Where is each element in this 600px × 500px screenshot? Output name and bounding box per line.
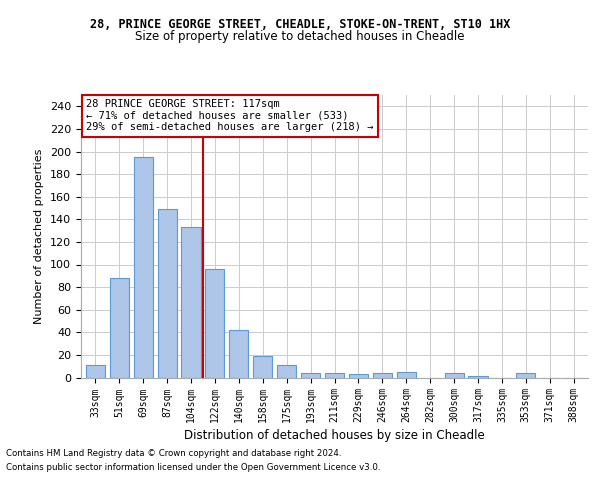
- Bar: [301, 373, 320, 378]
- Bar: [158, 209, 176, 378]
- Bar: [325, 373, 344, 378]
- Bar: [277, 365, 296, 378]
- Text: Contains public sector information licensed under the Open Government Licence v3: Contains public sector information licen…: [6, 464, 380, 472]
- Text: Size of property relative to detached houses in Cheadle: Size of property relative to detached ho…: [135, 30, 465, 43]
- Bar: [110, 278, 129, 378]
- Bar: [445, 373, 464, 378]
- Bar: [397, 372, 416, 378]
- Bar: [516, 373, 535, 378]
- Bar: [373, 373, 392, 378]
- X-axis label: Distribution of detached houses by size in Cheadle: Distribution of detached houses by size …: [184, 430, 485, 442]
- Bar: [205, 269, 224, 378]
- Text: 28, PRINCE GEORGE STREET, CHEADLE, STOKE-ON-TRENT, ST10 1HX: 28, PRINCE GEORGE STREET, CHEADLE, STOKE…: [90, 18, 510, 30]
- Text: Contains HM Land Registry data © Crown copyright and database right 2024.: Contains HM Land Registry data © Crown c…: [6, 448, 341, 458]
- Bar: [349, 374, 368, 378]
- Bar: [86, 365, 105, 378]
- Bar: [253, 356, 272, 378]
- Bar: [134, 157, 153, 378]
- Bar: [469, 376, 488, 378]
- Text: 28 PRINCE GEORGE STREET: 117sqm
← 71% of detached houses are smaller (533)
29% o: 28 PRINCE GEORGE STREET: 117sqm ← 71% of…: [86, 99, 374, 132]
- Bar: [229, 330, 248, 378]
- Y-axis label: Number of detached properties: Number of detached properties: [34, 148, 44, 324]
- Bar: [181, 227, 200, 378]
